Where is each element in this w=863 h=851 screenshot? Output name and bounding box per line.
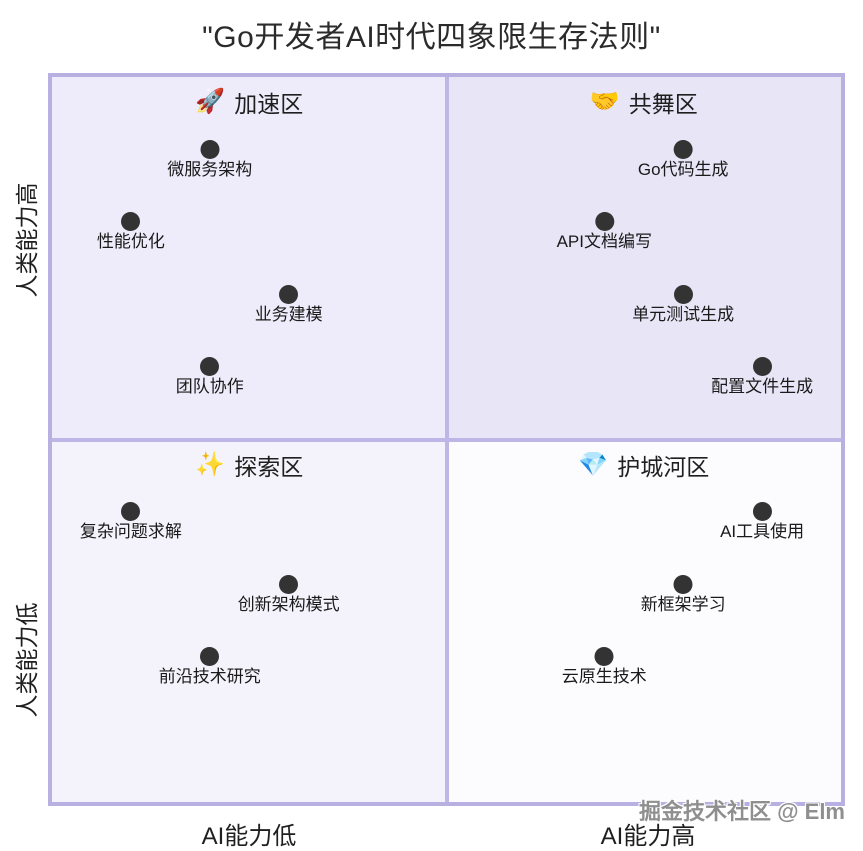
point-label: 创新架构模式 (237, 594, 340, 614)
data-point: 单元测试生成 (632, 284, 735, 327)
data-point: AI工具使用 (720, 502, 804, 544)
data-point: 团队协作 (176, 357, 244, 399)
point-label: 复杂问题求解 (79, 522, 182, 541)
quadrant-header-accelerate: 🚀 加速区 (195, 85, 303, 119)
point-dot (121, 502, 141, 521)
quadrant-top-right (446, 77, 841, 440)
point-label: 性能优化 (96, 232, 165, 251)
data-point: 前沿技术研究 (159, 647, 261, 689)
quadrant-label: 探索区 (234, 453, 304, 480)
point-label: 配置文件生成 (711, 377, 814, 396)
point-dot (200, 647, 220, 666)
point-dot (200, 139, 220, 159)
gem-icon: 💎 (578, 450, 609, 478)
quadrant-label: 护城河区 (617, 453, 710, 480)
point-label: 微服务架构 (167, 159, 253, 179)
data-point: 微服务架构 (167, 139, 253, 182)
data-point: 复杂问题求解 (80, 502, 182, 544)
rocket-icon: 🚀 (195, 88, 226, 115)
quadrant-label: 加速区 (234, 91, 304, 117)
data-point: 新框架学习 (640, 574, 726, 617)
quadrant-bottom-left (52, 439, 447, 802)
data-point: 云原生技术 (562, 647, 647, 689)
point-label: 前沿技术研究 (158, 667, 261, 686)
horizontal-divider (52, 437, 841, 442)
point-dot (752, 502, 772, 521)
y-axis-label-low: 人类能力低 (14, 602, 40, 718)
quadrant-chart-area: 🚀 加速区 🤝 共舞区 ✨ 探索区 💎 护城河区 微服务架构性能优化业务建模团队… (48, 73, 845, 806)
data-point: 性能优化 (97, 212, 165, 254)
data-point: 业务建模 (254, 284, 323, 327)
quadrant-header-explore: ✨ 探索区 (195, 448, 303, 482)
point-dot (279, 574, 299, 594)
quadrant-header-dance: 🤝 共舞区 (590, 85, 698, 119)
point-label: 新框架学习 (640, 594, 726, 614)
point-dot (673, 574, 693, 594)
point-dot (752, 357, 772, 376)
point-dot (673, 284, 693, 304)
point-dot (594, 647, 614, 666)
quadrant-label: 共舞区 (628, 91, 698, 117)
point-dot (279, 284, 299, 304)
chart-title: "Go开发者AI时代四象限生存法则" (202, 21, 661, 54)
y-axis-label-high: 人类能力高 (14, 182, 40, 298)
point-label: AI工具使用 (720, 522, 805, 541)
quadrant-bottom-right (446, 439, 841, 802)
x-axis-label-low: AI能力低 (201, 823, 297, 850)
data-point: Go代码生成 (637, 139, 729, 182)
sparkles-icon: ✨ (195, 450, 226, 478)
point-dot (121, 212, 141, 231)
point-label: Go代码生成 (637, 159, 729, 179)
data-point: API文档编写 (557, 212, 652, 254)
x-axis-label-high: AI能力高 (600, 823, 696, 850)
data-point: 配置文件生成 (711, 357, 813, 399)
point-label: 业务建模 (254, 304, 323, 324)
watermark: 掘金技术社区 @ Elm (638, 799, 845, 824)
data-point: 创新架构模式 (237, 574, 340, 617)
point-dot (673, 139, 693, 159)
quadrant-header-moat: 💎 护城河区 (578, 448, 709, 482)
quadrant-top-left (52, 77, 447, 440)
point-dot (594, 212, 614, 231)
handshake-icon: 🤝 (589, 88, 620, 115)
point-label: API文档编写 (556, 232, 652, 251)
point-label: 团队协作 (175, 377, 244, 396)
point-label: 云原生技术 (561, 667, 647, 686)
point-label: 单元测试生成 (632, 304, 735, 324)
point-dot (200, 357, 220, 376)
